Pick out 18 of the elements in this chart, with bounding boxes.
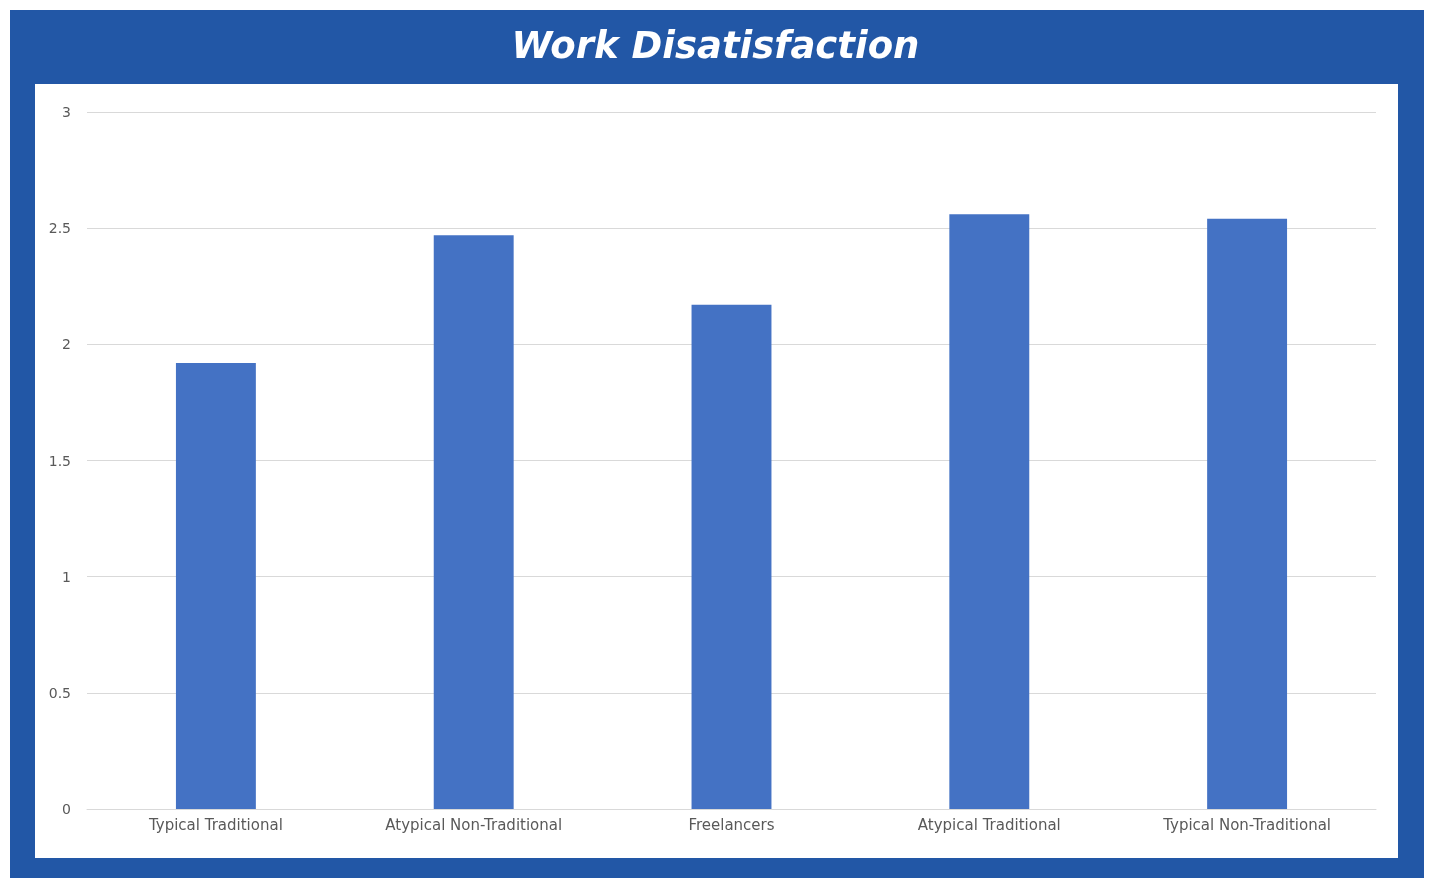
x-tick-label: Atypical Non-Traditional <box>385 815 563 834</box>
chart-title: Work Disatisfaction <box>511 24 920 67</box>
bar <box>175 362 256 809</box>
y-tick-label: 2 <box>62 336 71 353</box>
bar <box>691 304 772 809</box>
x-tick-label: Typical Non-Traditional <box>1162 815 1332 834</box>
x-tick-label: Typical Traditional <box>147 815 283 834</box>
y-tick-label: 1.5 <box>48 452 71 469</box>
bar <box>1207 218 1288 809</box>
y-tick-label: 3 <box>62 104 71 120</box>
bar <box>433 235 514 809</box>
y-tick-label: 0.5 <box>48 684 71 701</box>
x-tick-label: Freelancers <box>688 815 775 834</box>
bar <box>949 214 1030 809</box>
y-tick-label: 0 <box>62 801 71 817</box>
y-tick-label: 1 <box>62 568 71 585</box>
y-tick-label: 2.5 <box>48 220 71 237</box>
x-tick-label: Atypical Traditional <box>917 815 1061 834</box>
